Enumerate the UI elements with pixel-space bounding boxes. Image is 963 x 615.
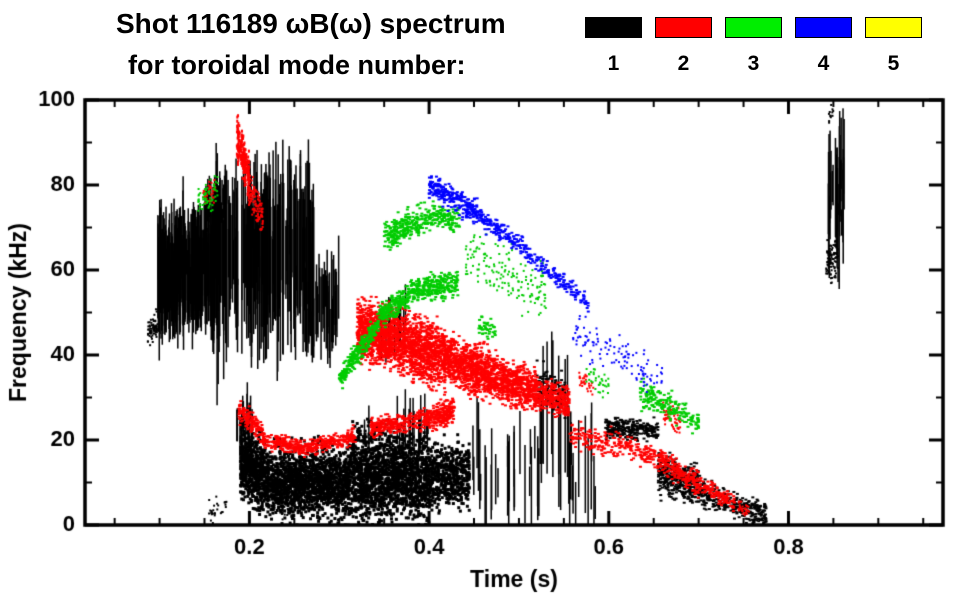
page: { "header": { "title": "Shot 116189 \u03… [0, 0, 963, 615]
spectrum-plot-canvas [0, 0, 963, 615]
